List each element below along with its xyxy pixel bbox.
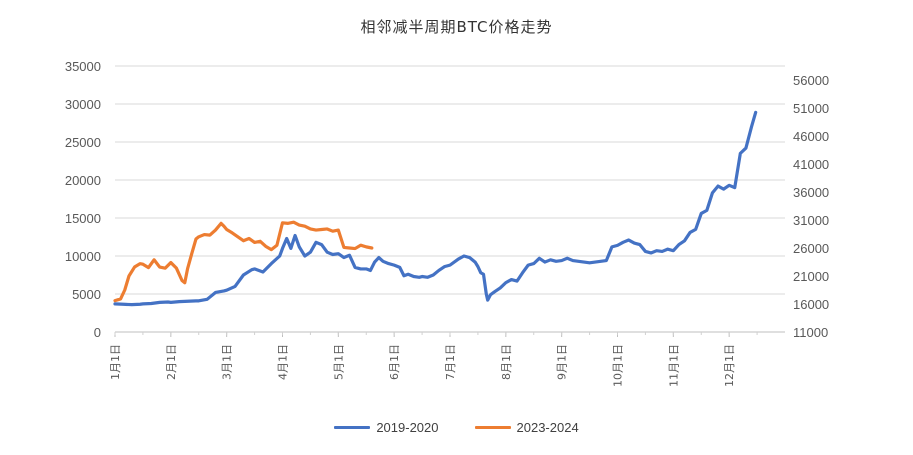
y-left-tick-label: 20000 [65, 173, 101, 188]
x-tick-label: 5月1日 [332, 344, 345, 380]
y-left-tick-label: 10000 [65, 249, 101, 264]
series-line-2023-2024 [113, 220, 374, 303]
y-right-tick-label: 31000 [793, 213, 829, 228]
y-right-tick-label: 36000 [793, 185, 829, 200]
y-left-tick-label: 5000 [72, 287, 101, 302]
x-tick-label: 9月1日 [556, 344, 569, 380]
y-right-tick-label: 46000 [793, 129, 829, 144]
y-left-tick-label: 35000 [65, 59, 101, 74]
x-tick-label: 1月1日 [109, 344, 122, 380]
y-right-tick-label: 21000 [793, 269, 829, 284]
y-right-tick-label: 16000 [793, 297, 829, 312]
x-tick-label: 4月1日 [277, 344, 290, 380]
legend-label-2019-2020: 2019-2020 [376, 420, 439, 435]
x-tick-label: 12月1日 [723, 344, 736, 387]
y-left-tick-label: 0 [94, 325, 101, 340]
x-tick-label: 2月1日 [165, 344, 178, 380]
x-tick-label: 7月1日 [444, 344, 457, 380]
y-left-tick-label: 15000 [65, 211, 101, 226]
y-right-tick-label: 11000 [793, 325, 828, 340]
legend-swatch-2023-2024 [474, 426, 511, 429]
y-right-tick-label: 51000 [793, 101, 829, 116]
chart-title: 相邻减半周期BTC价格走势 [360, 18, 553, 36]
series-line-2019-2020 [113, 110, 758, 307]
legend-item-2019-2020: 2019-2020 [334, 420, 439, 435]
legend-swatch-2019-2020 [334, 426, 371, 429]
x-tick-label: 6月1日 [388, 344, 401, 380]
y-left-tick-label: 30000 [65, 97, 101, 112]
legend-item-2023-2024: 2023-2024 [474, 420, 579, 435]
x-tick-label: 10月1日 [612, 344, 625, 387]
x-tick-label: 3月1日 [221, 344, 234, 380]
legend-label-2023-2024: 2023-2024 [516, 420, 579, 435]
y-right-tick-label: 41000 [793, 157, 829, 172]
x-tick-label: 8月1日 [500, 344, 513, 380]
x-tick-label: 11月1日 [667, 344, 680, 387]
chart-legend: 2019-2020 2023-2024 [0, 420, 913, 435]
y-right-tick-label: 26000 [793, 241, 829, 256]
y-right-tick-label: 56000 [793, 73, 829, 88]
y-left-tick-label: 25000 [65, 135, 101, 150]
